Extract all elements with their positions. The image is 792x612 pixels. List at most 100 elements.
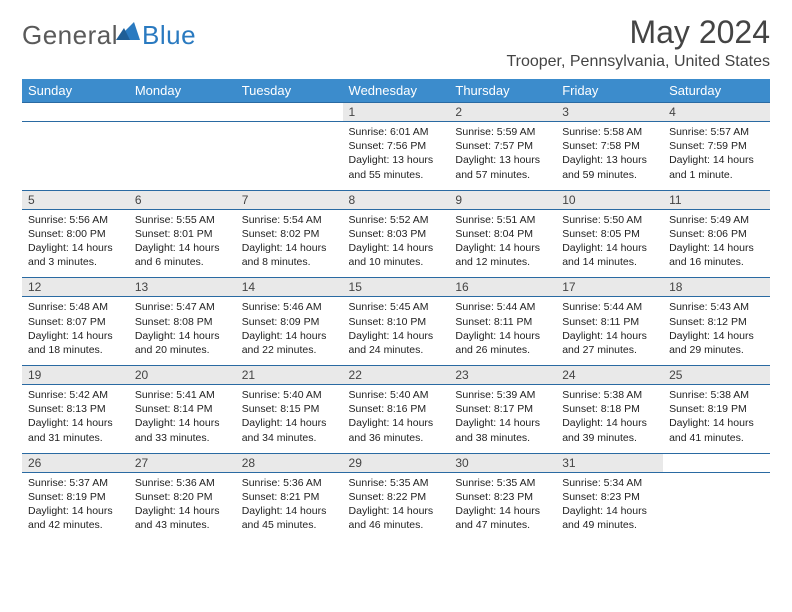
day-info-cell: Sunrise: 5:49 AMSunset: 8:06 PMDaylight:… [663,209,770,278]
sunrise-line: Sunrise: 5:38 AM [562,388,657,402]
day-number-cell: 24 [556,366,663,385]
sunset-line: Sunset: 8:04 PM [455,227,550,241]
day-info-row: Sunrise: 6:01 AMSunset: 7:56 PM Daylight:… [22,122,770,191]
calendar-body: 1234Sunrise: 6:01 AMSunset: 7:56 PMDayli… [22,103,770,541]
daylight-line: Daylight: 14 hours and 26 minutes. [455,329,550,357]
sunrise-line: Sunrise: 5:40 AM [349,388,444,402]
day-info-cell: Sunrise: 5:55 AMSunset: 8:01 PMDaylight:… [129,209,236,278]
day-info-row: Sunrise: 5:56 AMSunset: 8:00 PMDaylight:… [22,209,770,278]
sunset-line: Sunset: 8:01 PM [135,227,230,241]
sunset-line: Sunset: 8:23 PM [455,490,550,504]
day-info-cell: Sunrise: 5:47 AMSunset: 8:08 PMDaylight:… [129,297,236,366]
day-info-cell: Sunrise: 5:59 AMSunset: 7:57 PMDaylight:… [449,122,556,191]
sunset-line: Sunset: 8:00 PM [28,227,123,241]
sunset-line: Sunset: 7:57 PM [455,139,550,153]
daylight-line: Daylight: 14 hours and 24 minutes. [349,329,444,357]
day-number-cell [129,103,236,122]
day-number-cell [22,103,129,122]
day-info-cell: Sunrise: 5:44 AMSunset: 8:11 PMDaylight:… [556,297,663,366]
sunrise-line: Sunrise: 5:35 AM [349,476,444,490]
brand-part1: General [22,20,118,51]
sunset-line: Sunset: 8:23 PM [562,490,657,504]
sunset-line: Sunset: 8:09 PM [242,315,337,329]
sunset-line: Sunset: 8:11 PM [455,315,550,329]
sunset-line: Sunset: 7:56 PM [349,139,444,153]
day-info-cell: Sunrise: 5:57 AMSunset: 7:59 PMDaylight:… [663,122,770,191]
day-number-row: 19202122232425 [22,366,770,385]
sunrise-line: Sunrise: 5:56 AM [28,213,123,227]
day-number-cell [663,453,770,472]
sunrise-line: Sunrise: 5:55 AM [135,213,230,227]
daylight-line: Daylight: 14 hours and 33 minutes. [135,416,230,444]
day-number-cell: 28 [236,453,343,472]
day-number-cell: 14 [236,278,343,297]
sunrise-line: Sunrise: 5:37 AM [28,476,123,490]
sunset-line: Sunset: 7:58 PM [562,139,657,153]
day-info-cell: Sunrise: 5:35 AMSunset: 8:22 PMDaylight:… [343,472,450,540]
sunrise-line: Sunrise: 5:35 AM [455,476,550,490]
day-info-cell: Sunrise: 5:37 AMSunset: 8:19 PMDaylight:… [22,472,129,540]
day-number-cell: 25 [663,366,770,385]
day-info-cell: Sunrise: 5:58 AMSunset: 7:58 PMDaylight:… [556,122,663,191]
day-info-cell: Sunrise: 5:46 AMSunset: 8:09 PMDaylight:… [236,297,343,366]
daylight-line: Daylight: 14 hours and 20 minutes. [135,329,230,357]
day-number-cell: 21 [236,366,343,385]
sunrise-line: Sunrise: 5:43 AM [669,300,764,314]
day-number-row: 567891011 [22,190,770,209]
sunset-line: Sunset: 8:13 PM [28,402,123,416]
daylight-line: Daylight: 14 hours and 39 minutes. [562,416,657,444]
sunset-line: Sunset: 8:08 PM [135,315,230,329]
day-info-cell: Sunrise: 5:38 AMSunset: 8:19 PMDaylight:… [663,385,770,454]
day-number-cell: 17 [556,278,663,297]
daylight-line: Daylight: 14 hours and 49 minutes. [562,504,657,532]
sunset-line: Sunset: 8:11 PM [562,315,657,329]
daylight-line: Daylight: 14 hours and 38 minutes. [455,416,550,444]
day-number-cell: 12 [22,278,129,297]
daylight-line: Daylight: 14 hours and 8 minutes. [242,241,337,269]
daylight-line: Daylight: 14 hours and 34 minutes. [242,416,337,444]
day-number-cell: 19 [22,366,129,385]
sunset-line: Sunset: 7:59 PM [669,139,764,153]
daylight-line: Daylight: 14 hours and 46 minutes. [349,504,444,532]
daylight-line: Daylight: 14 hours and 12 minutes. [455,241,550,269]
day-number-cell: 27 [129,453,236,472]
sunset-line: Sunset: 8:20 PM [135,490,230,504]
daylight-line: Daylight: 14 hours and 3 minutes. [28,241,123,269]
sunset-line: Sunset: 8:15 PM [242,402,337,416]
day-info-cell [22,122,129,191]
weekday-header: Sunday [22,79,129,103]
day-info-cell: Sunrise: 6:01 AMSunset: 7:56 PMDaylight:… [343,122,450,191]
location-text: Trooper, Pennsylvania, United States [506,53,770,71]
sunset-line: Sunset: 8:22 PM [349,490,444,504]
daylight-line: Daylight: 14 hours and 42 minutes. [28,504,123,532]
sunrise-line: Sunrise: 5:57 AM [669,125,764,139]
day-info-row: Sunrise: 5:37 AMSunset: 8:19 PMDaylight:… [22,472,770,540]
day-number-cell: 26 [22,453,129,472]
sunset-line: Sunset: 8:19 PM [669,402,764,416]
day-number-cell: 30 [449,453,556,472]
daylight-line: Daylight: 14 hours and 18 minutes. [28,329,123,357]
sunrise-line: Sunrise: 6:01 AM [349,125,444,139]
sunrise-line: Sunrise: 5:41 AM [135,388,230,402]
day-info-row: Sunrise: 5:48 AMSunset: 8:07 PMDaylight:… [22,297,770,366]
day-number-cell: 2 [449,103,556,122]
sunrise-line: Sunrise: 5:46 AM [242,300,337,314]
day-number-cell: 7 [236,190,343,209]
calendar-table: SundayMondayTuesdayWednesdayThursdayFrid… [22,79,770,540]
day-info-cell: Sunrise: 5:44 AMSunset: 8:11 PMDaylight:… [449,297,556,366]
day-number-cell: 4 [663,103,770,122]
day-info-cell: Sunrise: 5:54 AMSunset: 8:02 PMDaylight:… [236,209,343,278]
day-number-cell: 16 [449,278,556,297]
day-info-cell: Sunrise: 5:56 AMSunset: 8:00 PMDaylight:… [22,209,129,278]
sunset-line: Sunset: 8:12 PM [669,315,764,329]
daylight-line: Daylight: 14 hours and 1 minute. [669,153,764,181]
sunrise-line: Sunrise: 5:51 AM [455,213,550,227]
sunrise-line: Sunrise: 5:36 AM [242,476,337,490]
day-number-cell: 3 [556,103,663,122]
day-info-cell: Sunrise: 5:42 AMSunset: 8:13 PMDaylight:… [22,385,129,454]
day-number-cell: 1 [343,103,450,122]
day-info-cell [663,472,770,540]
day-number-cell: 29 [343,453,450,472]
day-info-cell: Sunrise: 5:34 AMSunset: 8:23 PMDaylight:… [556,472,663,540]
day-number-cell: 9 [449,190,556,209]
